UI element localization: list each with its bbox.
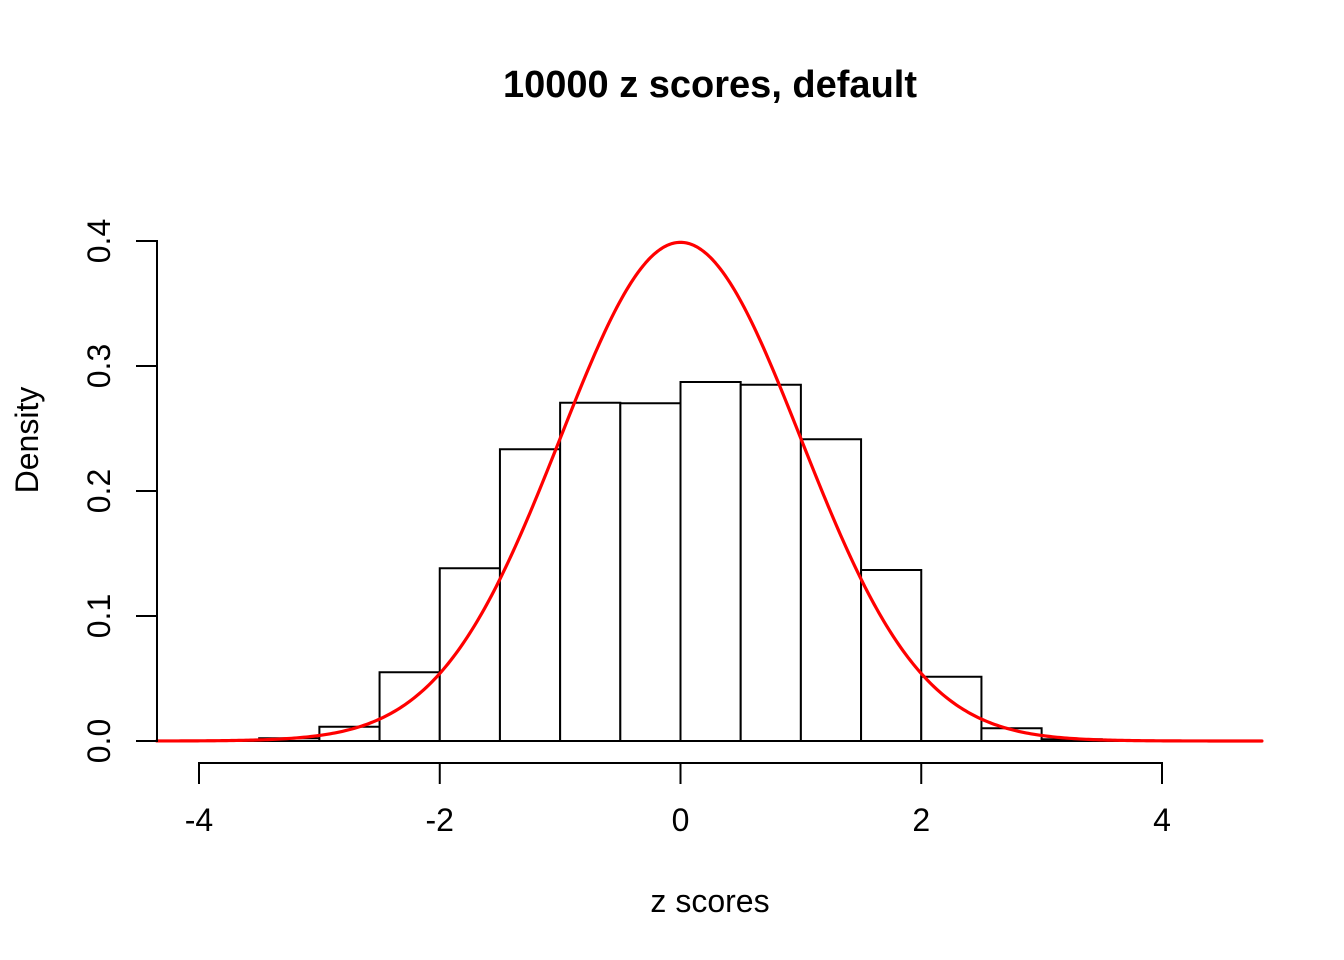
chart-title: 10000 z scores, default	[503, 64, 917, 106]
y-tick-label: 0.0	[81, 719, 117, 763]
y-tick-label: 0.1	[81, 594, 117, 638]
histogram-bar	[739, 383, 802, 742]
histogram-bar	[679, 381, 742, 742]
x-tick-label: -2	[426, 802, 454, 838]
normal-curve-path	[155, 240, 1264, 743]
axes: 0.0 0.1 0.2 0.3 0.4 -4 -2 0 2 4	[81, 219, 1171, 838]
x-tick-label: 0	[672, 802, 690, 838]
x-tick-label: 4	[1153, 802, 1171, 838]
histogram-bar	[619, 402, 682, 742]
x-tick-label: 2	[912, 802, 930, 838]
histogram-bar	[920, 675, 983, 742]
y-axis-title: Density	[9, 387, 45, 494]
histogram-bar	[559, 401, 622, 742]
y-tick-label: 0.3	[81, 344, 117, 388]
x-tick-label: -4	[185, 802, 213, 838]
normal-curve	[155, 240, 1264, 743]
x-axis-title: z scores	[650, 883, 769, 919]
y-tick-label: 0.4	[81, 219, 117, 263]
histogram-bars	[198, 381, 1163, 742]
y-tick-label: 0.2	[81, 469, 117, 513]
histogram-bar	[799, 438, 863, 742]
histogram-bar	[498, 448, 562, 742]
